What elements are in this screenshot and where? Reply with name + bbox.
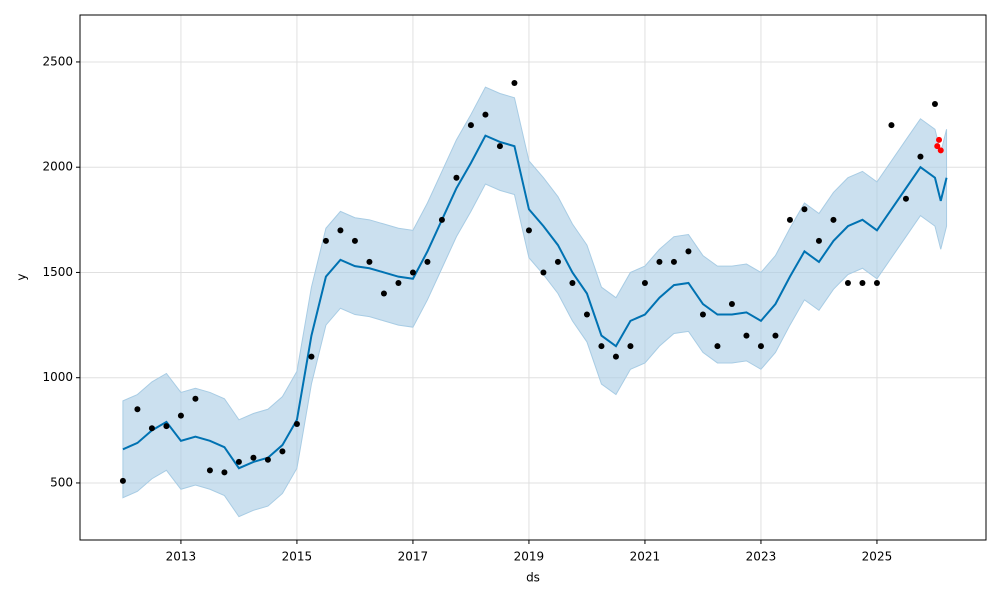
observed-point bbox=[728, 301, 735, 308]
observed-point bbox=[931, 101, 938, 108]
observed-point bbox=[714, 343, 721, 350]
observed-point bbox=[540, 269, 547, 276]
observed-point bbox=[119, 477, 126, 484]
observed-point bbox=[859, 279, 866, 286]
y-axis-label: y bbox=[15, 273, 29, 280]
observed-point bbox=[786, 216, 793, 223]
future-point bbox=[936, 136, 943, 143]
y-tick-label: 1500 bbox=[42, 265, 73, 279]
y-tick-label: 2000 bbox=[42, 160, 73, 174]
x-tick-label: 2019 bbox=[514, 550, 545, 564]
observed-point bbox=[148, 425, 155, 432]
observed-point bbox=[453, 174, 460, 181]
observed-point bbox=[337, 227, 344, 234]
observed-point bbox=[902, 195, 909, 202]
observed-point bbox=[772, 332, 779, 339]
x-tick-label: 2017 bbox=[398, 550, 429, 564]
observed-point bbox=[670, 258, 677, 265]
observed-point bbox=[279, 448, 286, 455]
x-axis-label: ds bbox=[526, 571, 540, 585]
observed-point bbox=[699, 311, 706, 318]
x-tick-label: 2021 bbox=[630, 550, 661, 564]
observed-point bbox=[656, 258, 663, 265]
observed-point bbox=[830, 216, 837, 223]
observed-point bbox=[482, 111, 489, 118]
observed-point bbox=[366, 258, 373, 265]
observed-point bbox=[163, 423, 170, 430]
plot-frame bbox=[79, 14, 987, 541]
observed-point bbox=[583, 311, 590, 318]
observed-point bbox=[192, 395, 199, 402]
observed-point bbox=[743, 332, 750, 339]
observed-point bbox=[917, 153, 924, 160]
observed-point bbox=[496, 143, 503, 150]
observed-point bbox=[685, 248, 692, 255]
observed-point bbox=[467, 122, 474, 129]
observed-point bbox=[888, 122, 895, 129]
observed-point bbox=[554, 258, 561, 265]
observed-point bbox=[757, 343, 764, 350]
observed-point bbox=[235, 458, 242, 465]
observed-point bbox=[134, 406, 141, 413]
observed-point bbox=[815, 237, 822, 244]
y-tick-label: 1000 bbox=[42, 370, 73, 384]
observed-point bbox=[424, 258, 431, 265]
observed-point bbox=[525, 227, 532, 234]
observed-point bbox=[322, 237, 329, 244]
observed-point bbox=[612, 353, 619, 360]
observed-point bbox=[264, 456, 271, 463]
observed-point bbox=[511, 79, 518, 86]
observed-point bbox=[438, 216, 445, 223]
uncertainty-band bbox=[122, 86, 948, 518]
future-point bbox=[934, 143, 941, 150]
forecast-line bbox=[122, 134, 948, 470]
observed-point bbox=[177, 412, 184, 419]
observed-point bbox=[627, 343, 634, 350]
observed-point bbox=[380, 290, 387, 297]
observed-point bbox=[641, 279, 648, 286]
y-tick-label: 2500 bbox=[42, 54, 73, 68]
observed-point bbox=[598, 343, 605, 350]
observed-point bbox=[308, 353, 315, 360]
x-tick-label: 2013 bbox=[166, 550, 197, 564]
observed-point bbox=[409, 269, 416, 276]
x-tick-label: 2015 bbox=[282, 550, 313, 564]
observed-point bbox=[395, 279, 402, 286]
x-tick-label: 2025 bbox=[862, 550, 893, 564]
observed-point bbox=[569, 279, 576, 286]
y-tick-label: 500 bbox=[50, 475, 73, 489]
observed-point bbox=[801, 206, 808, 213]
observed-point bbox=[873, 279, 880, 286]
observed-point bbox=[206, 467, 213, 474]
observed-point bbox=[250, 454, 257, 461]
x-tick-label: 2023 bbox=[746, 550, 777, 564]
observed-point bbox=[844, 279, 851, 286]
observed-point bbox=[293, 421, 300, 428]
observed-point bbox=[221, 469, 228, 476]
observed-point bbox=[351, 237, 358, 244]
future-point bbox=[937, 147, 944, 154]
